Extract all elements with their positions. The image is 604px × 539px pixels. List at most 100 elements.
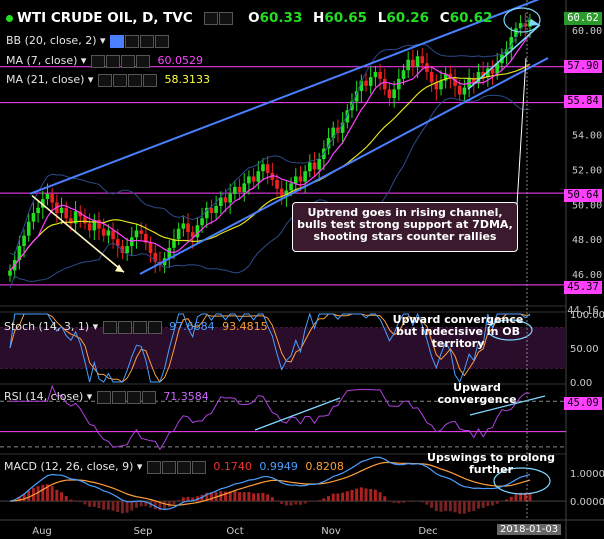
channel-lower-line (139, 57, 549, 275)
candle-body (92, 219, 97, 231)
candle-body (148, 242, 153, 254)
candle-body (247, 176, 251, 184)
candle-body (420, 56, 425, 64)
settings-icon[interactable] (125, 34, 140, 48)
symbol-title[interactable]: WTI CRUDE OIL, D, TVC (17, 10, 193, 26)
candle-body (111, 230, 115, 240)
candle-body (153, 253, 158, 262)
candle-body (219, 197, 223, 207)
candle-body (106, 230, 111, 236)
price-tick-label: 52.00 (572, 165, 602, 176)
stoch-tick-label: 0.00 (570, 378, 592, 389)
settings-icon[interactable] (117, 320, 132, 334)
close-icon[interactable] (155, 34, 170, 48)
close-icon[interactable] (135, 54, 150, 68)
add-icon[interactable] (132, 320, 147, 334)
add-icon[interactable] (120, 54, 135, 68)
price-tick-label: 54.00 (572, 131, 602, 142)
visibility-icon[interactable] (146, 460, 161, 474)
add-icon[interactable] (140, 34, 155, 48)
ma7-label: MA (7, close) (6, 54, 78, 67)
candle-body (233, 186, 237, 194)
macd-tick-label: 0.0000 (570, 497, 604, 508)
candle-body (144, 233, 148, 243)
ma21-legend[interactable]: MA (21, close) ▾ 58.3133 (6, 73, 210, 87)
candle-body (331, 127, 336, 139)
candle-body (303, 171, 307, 182)
candle-body (270, 172, 275, 180)
bb-legend[interactable]: BB (20, close, 2) ▾ (6, 34, 170, 48)
rsi-annotation: Upward convergence (437, 381, 517, 406)
candle-body (200, 218, 204, 226)
candle-body (176, 228, 181, 240)
candle-body (368, 77, 373, 86)
ma7-legend[interactable]: MA (7, close) ▾ 60.0529 (6, 54, 203, 68)
candle-body (139, 230, 143, 234)
dropdown-icon[interactable]: ▾ (86, 390, 93, 403)
uptrend-arrow (467, 24, 541, 90)
candle-body (397, 78, 401, 90)
ma7-line (9, 33, 531, 271)
candle-body (64, 207, 69, 219)
candle-body (317, 159, 321, 170)
rsi-legend[interactable]: RSI (14, close) ▾ 71.3584 (4, 390, 209, 404)
macd-tick-label: 1.0000 (570, 469, 604, 480)
visibility-icon[interactable] (102, 320, 117, 334)
dropdown-icon[interactable]: ▾ (100, 34, 106, 47)
add-icon[interactable] (219, 11, 234, 25)
add-icon[interactable] (127, 73, 142, 87)
candle-body (429, 71, 434, 83)
visibility-icon[interactable] (90, 54, 105, 68)
ohlc-open: O60.33 (248, 10, 303, 26)
ma21-value: 58.3133 (164, 73, 210, 86)
dropdown-icon[interactable]: ▾ (87, 73, 94, 86)
level-tag-r2: 55.84 (564, 95, 602, 108)
candle-body (279, 188, 284, 196)
channel-upper-line (29, 0, 540, 195)
candle-body (31, 212, 36, 222)
macd-signal-line (9, 461, 531, 506)
dropdown-icon[interactable]: ▾ (92, 320, 99, 333)
candle-body (326, 138, 331, 149)
settings-icon[interactable] (204, 11, 219, 25)
candle-body (261, 164, 265, 172)
candle-body (523, 23, 528, 27)
stoch-k-line (9, 312, 531, 384)
chart-header: WTI CRUDE OIL, D, TVC O60.33 H60.65 L60.… (6, 10, 492, 26)
close-icon[interactable] (147, 320, 162, 334)
settings-icon[interactable] (161, 460, 176, 474)
candle-body (308, 162, 312, 172)
visibility-icon[interactable] (96, 390, 111, 404)
candle-body (486, 68, 490, 78)
candle-body (411, 59, 415, 67)
close-icon[interactable] (191, 460, 206, 474)
candle-body (284, 190, 289, 196)
stoch-label: Stoch (14, 3, 1) (4, 320, 90, 333)
stoch-legend[interactable]: Stoch (14, 3, 1) ▾ 97.6684 93.4815 (4, 320, 268, 334)
add-icon[interactable] (176, 460, 191, 474)
settings-icon[interactable] (105, 54, 120, 68)
add-icon[interactable] (126, 390, 141, 404)
bb-lower-line (9, 94, 531, 289)
dropdown-icon[interactable]: ▾ (136, 460, 143, 473)
close-icon[interactable] (141, 390, 156, 404)
macd-legend[interactable]: MACD (12, 26, close, 9) ▾ 0.1740 0.9949 … (4, 460, 344, 474)
ma7-value: 60.0529 (157, 54, 203, 67)
dropdown-icon[interactable]: ▾ (80, 54, 87, 67)
candle-body (312, 162, 317, 170)
close-icon[interactable] (142, 73, 157, 87)
settings-icon[interactable] (112, 73, 127, 87)
visibility-icon[interactable] (97, 73, 112, 87)
candle-body (514, 28, 518, 38)
rsi-value: 71.3584 (163, 390, 209, 403)
candle-body (275, 179, 279, 189)
candle-body (415, 56, 420, 67)
candle-body (462, 87, 467, 95)
candle-body (439, 80, 443, 90)
visibility-icon[interactable] (110, 34, 125, 48)
candle-body (59, 207, 64, 213)
candle-body (289, 183, 293, 191)
settings-icon[interactable] (111, 390, 126, 404)
